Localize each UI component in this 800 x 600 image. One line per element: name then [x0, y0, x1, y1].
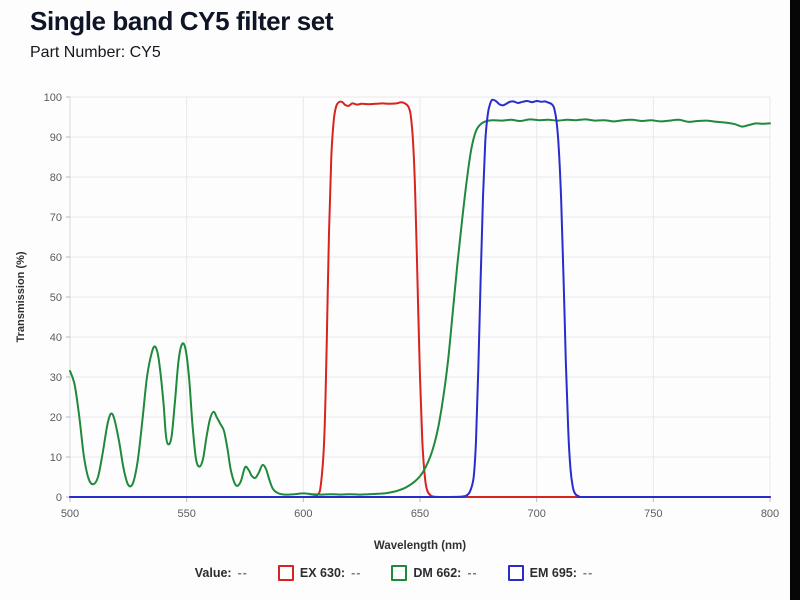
- value-label: Value:: [194, 566, 232, 580]
- chart-legend: Value: -- EX 630: -- DM 662: -- EM 695: …: [0, 565, 788, 581]
- legend-item-ex630[interactable]: EX 630: --: [277, 565, 362, 581]
- value-readout: --: [237, 566, 248, 580]
- y-tick-label: 60: [50, 252, 62, 264]
- em695-value: --: [582, 566, 594, 580]
- x-tick-label: 600: [294, 508, 312, 520]
- dm662-value: --: [467, 566, 478, 580]
- x-tick-label: 750: [644, 508, 662, 520]
- em695-label: EM 695:: [529, 566, 577, 580]
- ex630-value: --: [351, 566, 362, 580]
- x-tick-label: 650: [411, 508, 429, 520]
- y-tick-label: 0: [56, 492, 62, 504]
- y-tick-label: 80: [50, 172, 62, 184]
- legend-item-dm662[interactable]: DM 662: --: [391, 565, 477, 581]
- part-number: Part Number: CY5: [30, 44, 161, 61]
- page-title: Single band CY5 filter set: [30, 6, 334, 36]
- x-tick-label: 500: [61, 508, 79, 520]
- tick-labels: 500 550 600 650 700 750 800 0 10 20 30 40 50 60 70 80 90…: [44, 92, 780, 520]
- x-tick-label: 800: [761, 508, 779, 520]
- em695-swatch-icon: [507, 565, 524, 581]
- y-tick-label: 20: [50, 412, 62, 424]
- curve-em695: [69, 98, 771, 499]
- ex630-label: EX 630:: [299, 566, 346, 580]
- x-tick-label: 550: [177, 508, 195, 520]
- y-axis-title: Transmission (%): [15, 251, 27, 342]
- dm662-swatch-icon: [391, 565, 408, 581]
- screen-edge-strip: [790, 0, 800, 600]
- y-tick-label: 10: [50, 452, 62, 464]
- y-tick-label: 40: [50, 332, 62, 344]
- x-axis-title: Wavelength (nm): [374, 540, 466, 552]
- gridlines: [69, 96, 771, 498]
- curve-dm662: [69, 118, 771, 496]
- chart-header: Single band CY5 filter set Part Number: …: [30, 6, 334, 62]
- ex630-swatch-icon: [277, 565, 294, 581]
- y-tick-label: 90: [50, 132, 62, 144]
- y-tick-label: 70: [50, 212, 62, 224]
- legend-item-em695[interactable]: EM 695: --: [507, 565, 594, 581]
- legend-value-readout: Value: --: [195, 566, 248, 580]
- dm662-label: DM 662:: [413, 566, 462, 580]
- y-tick-label: 100: [44, 92, 62, 104]
- y-tick-label: 50: [50, 292, 62, 304]
- y-tick-label: 30: [50, 372, 62, 384]
- x-tick-label: 700: [527, 508, 545, 520]
- filter-curves: [69, 98, 771, 499]
